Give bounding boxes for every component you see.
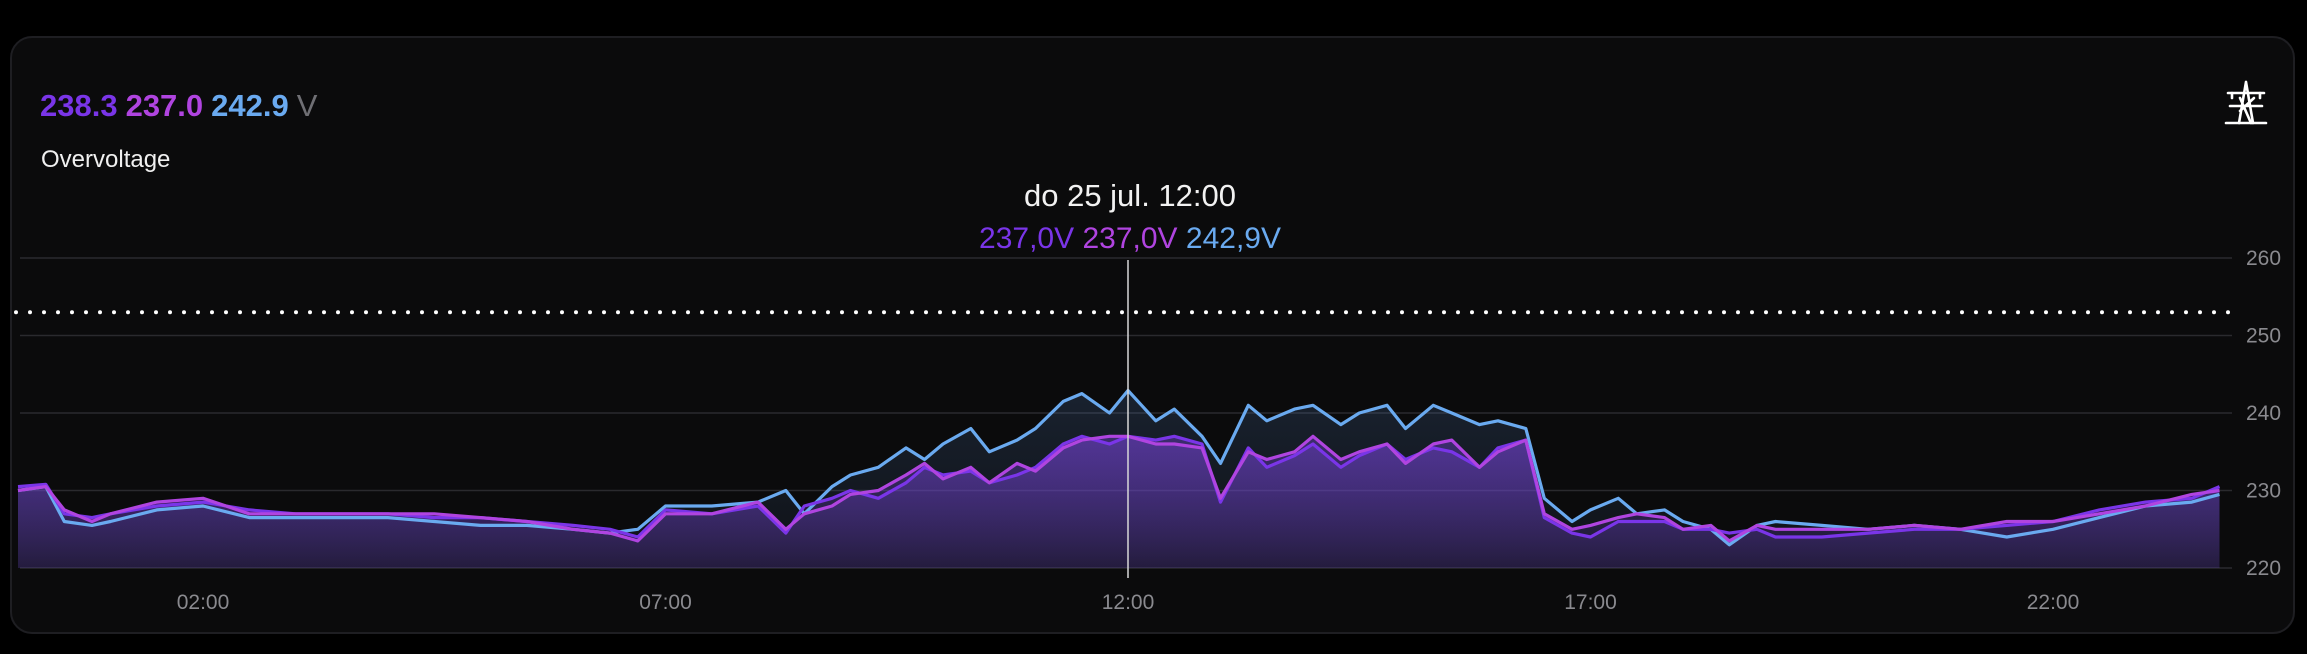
phase2-value: 237.0 xyxy=(125,88,204,123)
x-tick-label: 22:00 xyxy=(2027,591,2080,614)
phase3-value: 242.9 xyxy=(211,88,289,123)
power-pylon-icon[interactable] xyxy=(2224,78,2268,128)
card-subtitle: Overvoltage xyxy=(41,146,171,173)
series-area-2 xyxy=(18,436,2220,568)
phase1-value: 238.3 xyxy=(40,88,118,123)
tooltip-values: 237,0V 237,0V 242,9V xyxy=(979,222,1281,255)
unit-label: V xyxy=(296,88,318,123)
x-tick-label: 02:00 xyxy=(177,591,230,614)
y-tick-label: 260 xyxy=(2246,247,2281,270)
current-values: 238.3 237.0 242.9 V xyxy=(40,88,325,124)
x-tick-label: 17:00 xyxy=(1564,591,1617,614)
tooltip-date: do 25 jul. 12:00 xyxy=(1024,178,1236,213)
x-tick-label: 12:00 xyxy=(1102,591,1155,614)
tooltip-phase2: 237,0V xyxy=(1082,222,1177,255)
tooltip-phase1: 237,0V xyxy=(979,222,1074,255)
series-line-2[interactable] xyxy=(17,434,2220,543)
y-tick-label: 220 xyxy=(2246,557,2281,580)
y-tick-label: 250 xyxy=(2246,325,2281,348)
x-tick-label: 07:00 xyxy=(639,591,692,614)
tooltip-phase3: 242,9V xyxy=(1186,222,1281,255)
series-line-3[interactable] xyxy=(17,388,2220,547)
y-tick-label: 230 xyxy=(2246,480,2281,503)
y-tick-label: 240 xyxy=(2246,402,2281,425)
